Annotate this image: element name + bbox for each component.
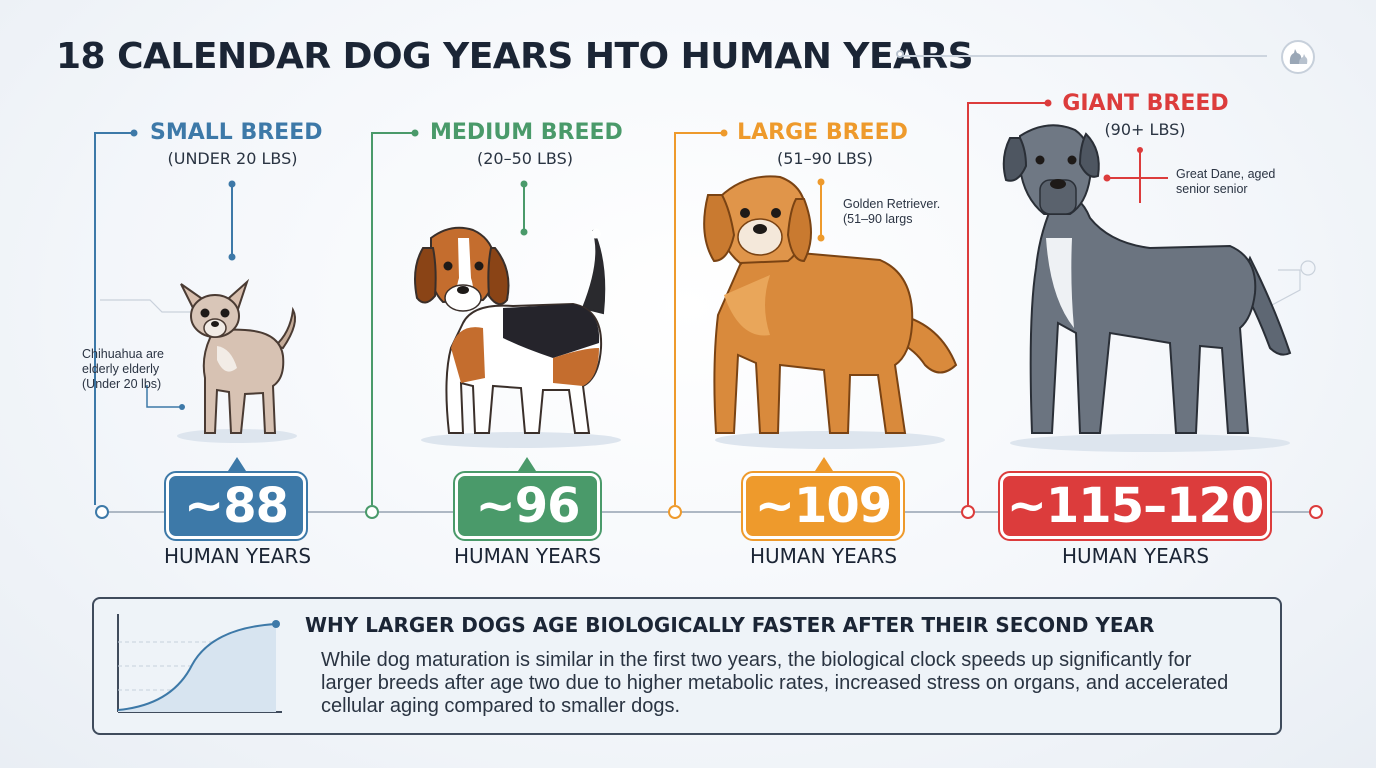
medium-breed-unit: HUMAN YEARS [453, 544, 602, 568]
small-breed-years-badge: ~88 [164, 471, 308, 541]
giant-breed-unit: HUMAN YEARS [1061, 544, 1210, 568]
small-breed-weight: (UNDER 20 LBS) [167, 149, 298, 168]
panel-body-text: While dog maturation is similar in the f… [321, 649, 1229, 717]
title-divider-dot [896, 50, 904, 58]
giant-breed-title: GIANT BREED [1062, 91, 1229, 116]
small-breed-note: Chihuahua are elderly elderly (Under 20 … [82, 347, 165, 391]
page-title: 18 CALENDAR DOG YEARS HTO HUMAN YEARS [56, 36, 974, 77]
large-breed-unit: HUMAN YEARS [749, 544, 898, 568]
small-breed-connector [94, 129, 236, 505]
dog-cat-icon [1281, 40, 1315, 74]
small-badge-pointer [228, 457, 246, 471]
beagle-illustration [414, 226, 621, 448]
medium-breed-weight: (20–50 LBS) [476, 149, 574, 168]
medium-breed-title: MEDIUM BREED [430, 120, 623, 145]
explanation-panel [92, 597, 1282, 735]
great-dane-illustration [1002, 124, 1292, 452]
large-breed-title: LARGE BREED [737, 120, 908, 145]
large-badge-pointer [815, 457, 833, 471]
small-breed-title: SMALL BREED [150, 120, 323, 145]
large-breed-note: Golden Retriever. (51–90 largs [843, 197, 941, 226]
large-breed-connector [674, 129, 825, 505]
chihuahua-illustration [177, 278, 297, 443]
giant-breed-note: Great Dane, aged senior senior [1176, 167, 1276, 196]
giant-breed-connector [967, 99, 1316, 505]
large-breed-years-badge: ~109 [741, 471, 905, 541]
medium-breed-connector [371, 129, 528, 505]
aging-curve-icon [117, 614, 282, 713]
panel-heading: WHY LARGER DOGS AGE BIOLOGICALLY FASTER … [305, 613, 1155, 637]
medium-badge-pointer [518, 457, 536, 471]
title-divider [902, 55, 1267, 57]
giant-breed-weight: (90+ LBS) [1104, 120, 1186, 139]
golden-retriever-illustration [703, 175, 958, 449]
small-breed-unit: HUMAN YEARS [163, 544, 312, 568]
large-breed-weight: (51–90 LBS) [776, 149, 874, 168]
giant-breed-years-badge: ~115–120 [998, 471, 1272, 541]
medium-breed-years-badge: ~96 [453, 471, 602, 541]
